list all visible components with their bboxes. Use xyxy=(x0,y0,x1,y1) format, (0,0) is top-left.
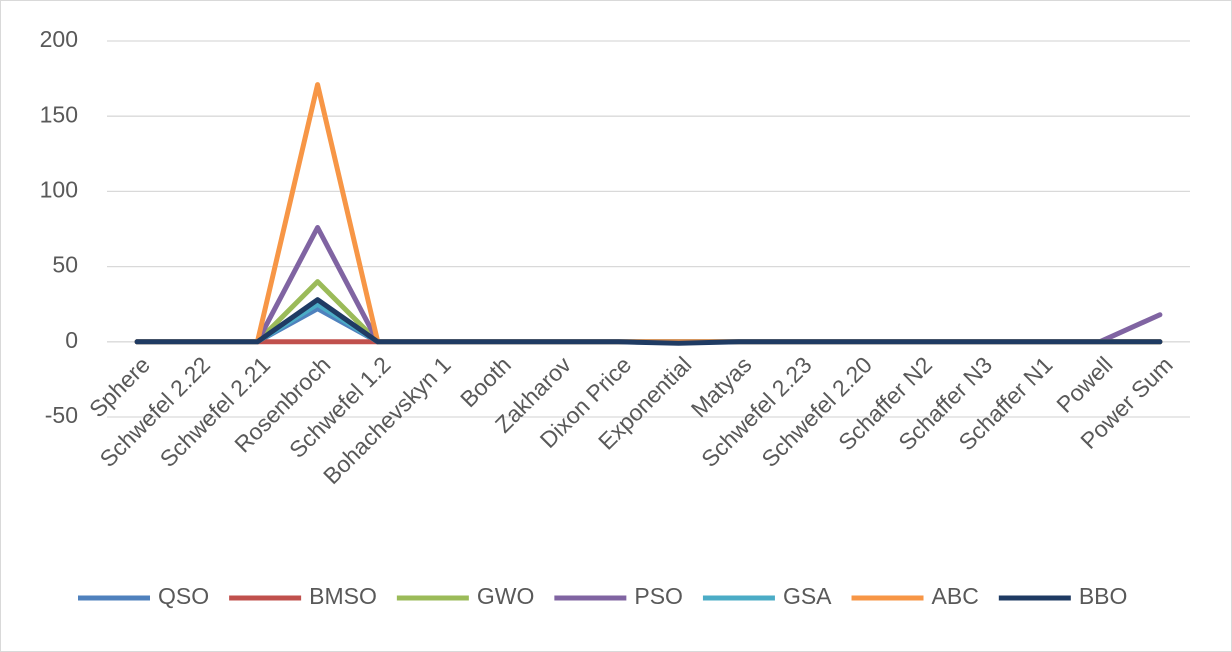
series-line xyxy=(134,297,1163,346)
legend-label: BMSO xyxy=(309,583,377,609)
legend-label: ABC xyxy=(932,583,979,609)
legend-label: GSA xyxy=(783,583,832,609)
legend-label: QSO xyxy=(158,583,209,609)
legend-label: GWO xyxy=(477,583,535,609)
y-tick-label: 200 xyxy=(40,26,78,52)
legend-label: PSO xyxy=(634,583,683,609)
y-tick-label: 50 xyxy=(52,252,78,278)
y-tick-label: 100 xyxy=(40,176,78,202)
y-tick-label: -50 xyxy=(45,402,78,428)
y-tick-label: 150 xyxy=(40,101,78,127)
y-tick-label: 0 xyxy=(65,327,78,353)
legend-label: BBO xyxy=(1079,583,1128,609)
